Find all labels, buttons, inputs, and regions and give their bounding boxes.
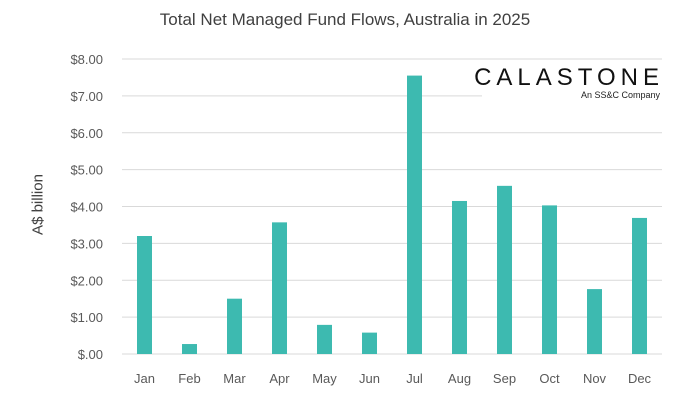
bar-oct [542,205,557,354]
x-tick-label: Mar [223,371,246,386]
bar-may [317,324,332,354]
chart-title: Total Net Managed Fund Flows, Australia … [159,10,531,29]
logo-brand: CALASTONE [474,64,664,91]
x-tick-label: Sep [493,371,516,386]
x-tick-label: Dec [628,371,652,386]
bar-dec [632,217,647,354]
bar-apr [272,222,287,354]
y-tick-label: $7.00 [70,89,103,104]
y-tick-label: $.00 [78,347,103,362]
y-tick-label: $4.00 [70,200,103,215]
y-tick-label: $6.00 [70,126,103,141]
y-tick-label: $2.00 [70,273,103,288]
x-tick-label: May [312,371,337,386]
bar-jan [137,236,152,354]
y-tick-label: $5.00 [70,163,103,178]
x-tick-label: Jun [359,371,380,386]
y-tick-label: $1.00 [70,310,103,325]
bar-jul [407,75,422,354]
bar-feb [182,344,197,354]
x-tick-label: Jan [134,371,155,386]
bar-aug [452,200,467,354]
x-tick-label: Jul [406,371,423,386]
logo-subtitle: An SS&C Company [580,90,660,100]
y-tick-label: $8.00 [70,52,103,67]
bar-jun [362,332,377,354]
x-tick-label: Aug [448,371,471,386]
bar-nov [587,289,602,354]
bar-mar [227,298,242,354]
bar-sep [497,185,512,354]
x-tick-label: Oct [539,371,560,386]
x-tick-label: Apr [269,371,290,386]
x-tick-label: Feb [178,371,200,386]
x-tick-label: Nov [583,371,607,386]
y-tick-label: $3.00 [70,236,103,251]
calastone-logo: CALASTONE An SS&C Company [474,62,668,104]
